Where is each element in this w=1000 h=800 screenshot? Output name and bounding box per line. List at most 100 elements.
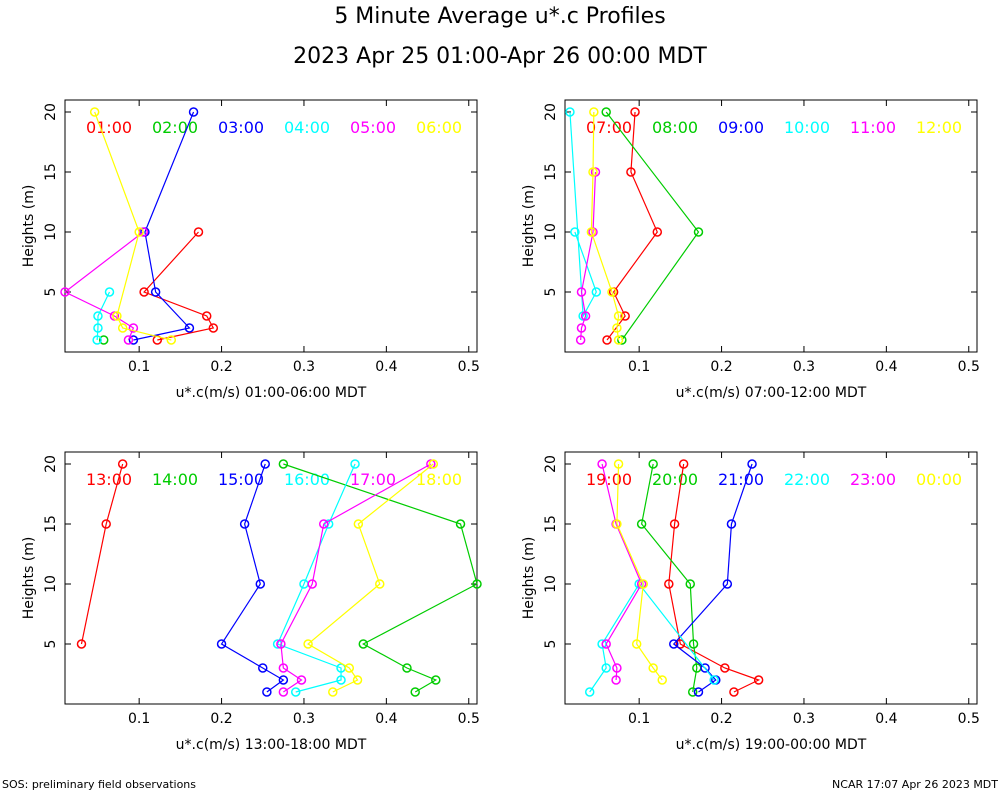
legend-entry-0600: 06:00 [416,118,462,137]
y-tick-label: 20 [543,455,559,473]
series-line-0300 [133,111,195,341]
data-point-1600 [350,459,360,469]
y-tick-label: 20 [543,103,559,121]
data-point-1200 [588,167,598,177]
data-point-1900 [678,459,689,469]
data-point-1300 [101,519,111,529]
data-point-1700 [318,519,329,529]
y-axis-label: Heights (m) [21,185,37,268]
x-axis-label: u*.c(m/s) 19:00-00:00 MDT [676,737,867,753]
legend-entry-0500: 05:00 [350,118,396,137]
data-point-1100 [580,311,591,321]
data-point-0300 [188,107,199,117]
data-point-2100 [722,579,733,589]
data-point-1000 [565,107,575,117]
series-line-0700 [606,111,658,341]
y-axis-label: Heights (m) [21,537,37,620]
x-tick-label: 0.3 [793,359,815,375]
data-point-1400 [402,663,412,673]
legend-entry-0000: 00:00 [916,470,962,489]
data-point-2100 [700,663,710,673]
chart-title: 5 Minute Average u*.c Profiles [334,4,666,29]
chart-subtitle: 2023 Apr 25 01:00-Apr 26 00:00 MDT [293,44,707,69]
data-point-0800 [617,335,627,345]
x-axis-label: u*.c(m/s) 07:00-12:00 MDT [676,385,867,401]
data-point-0600 [117,323,128,333]
x-tick-label: 0.4 [875,711,897,727]
data-point-0200 [98,335,109,345]
data-point-1200 [607,287,617,297]
series-line-1100 [580,171,597,341]
legend-entry-1800: 18:00 [416,470,462,489]
legend-entry-1300: 13:00 [86,470,132,489]
y-tick-label: 5 [43,288,59,297]
data-point-2000 [648,459,658,469]
data-point-0700 [652,227,663,237]
data-point-0100 [139,287,149,297]
series-line-2100 [672,463,753,693]
data-point-2300 [601,639,611,649]
series-line-1900 [668,463,761,693]
data-point-0600 [134,227,144,237]
series-line-0600 [94,111,172,341]
legend-entry-1000: 10:00 [784,118,830,137]
y-tick-label: 15 [543,163,559,181]
plot-frame [64,451,478,705]
data-point-1800 [344,663,355,673]
legend-entry-0800: 08:00 [652,118,698,137]
legend-entry-0900: 09:00 [718,118,764,137]
legend-entry-0200: 02:00 [152,118,198,137]
y-axis-label: Heights (m) [521,185,537,268]
x-axis-label: u*.c(m/s) 13:00-18:00 MDT [176,737,367,753]
data-point-1200 [613,335,624,345]
data-point-1500 [239,519,250,529]
legend-entry-2300: 23:00 [850,470,896,489]
legend-entry-0100: 01:00 [86,118,132,137]
plot-frame [564,451,978,705]
data-point-0700 [630,107,640,117]
chart-panel-3: 0.1 0.2 0.3 0.4 0.5 5 10 15 20 u*.c(m/s) 13:00-18… [21,451,482,753]
data-point-1000 [591,287,602,297]
data-point-1500 [216,639,227,649]
data-point-0100 [201,311,212,321]
y-tick-label: 5 [43,640,59,649]
series-line-1200 [590,111,620,341]
legend-entry-1900: 19:00 [586,470,632,489]
x-tick-label: 0.5 [458,359,480,375]
data-point-0800 [601,107,611,117]
data-point-1400 [472,579,482,589]
data-point-2100 [726,519,737,529]
x-tick-label: 0.5 [458,711,480,727]
series-line-2300 [601,463,643,681]
legend-entry-0400: 04:00 [284,118,330,137]
y-tick-label: 5 [543,640,559,649]
data-point-1600 [336,675,346,685]
plot-frame [564,99,978,353]
series-line-1500 [220,463,285,693]
data-point-1700 [276,639,286,649]
data-point-0000 [657,675,667,685]
data-point-1800 [328,687,338,697]
series-line-1000 [569,111,597,319]
y-tick-label: 15 [43,515,59,533]
series-line-0800 [605,111,700,341]
y-tick-label: 20 [43,455,59,473]
x-tick-label: 0.1 [128,711,150,727]
data-point-0600 [166,335,177,345]
data-point-1000 [570,227,580,237]
data-point-1700 [278,687,289,697]
x-tick-label: 0.1 [128,359,150,375]
x-tick-label: 0.1 [628,711,650,727]
series-line-1800 [307,463,434,693]
data-point-1400 [410,687,420,697]
data-point-1200 [586,227,597,237]
data-point-0000 [613,459,624,469]
data-point-0600 [112,311,122,321]
data-point-1800 [352,675,363,685]
x-tick-label: 0.3 [293,359,315,375]
x-tick-label: 0.2 [210,359,232,375]
x-tick-label: 0.2 [710,359,732,375]
data-point-2000 [636,519,647,529]
data-point-1400 [455,519,466,529]
data-point-1800 [303,639,313,649]
